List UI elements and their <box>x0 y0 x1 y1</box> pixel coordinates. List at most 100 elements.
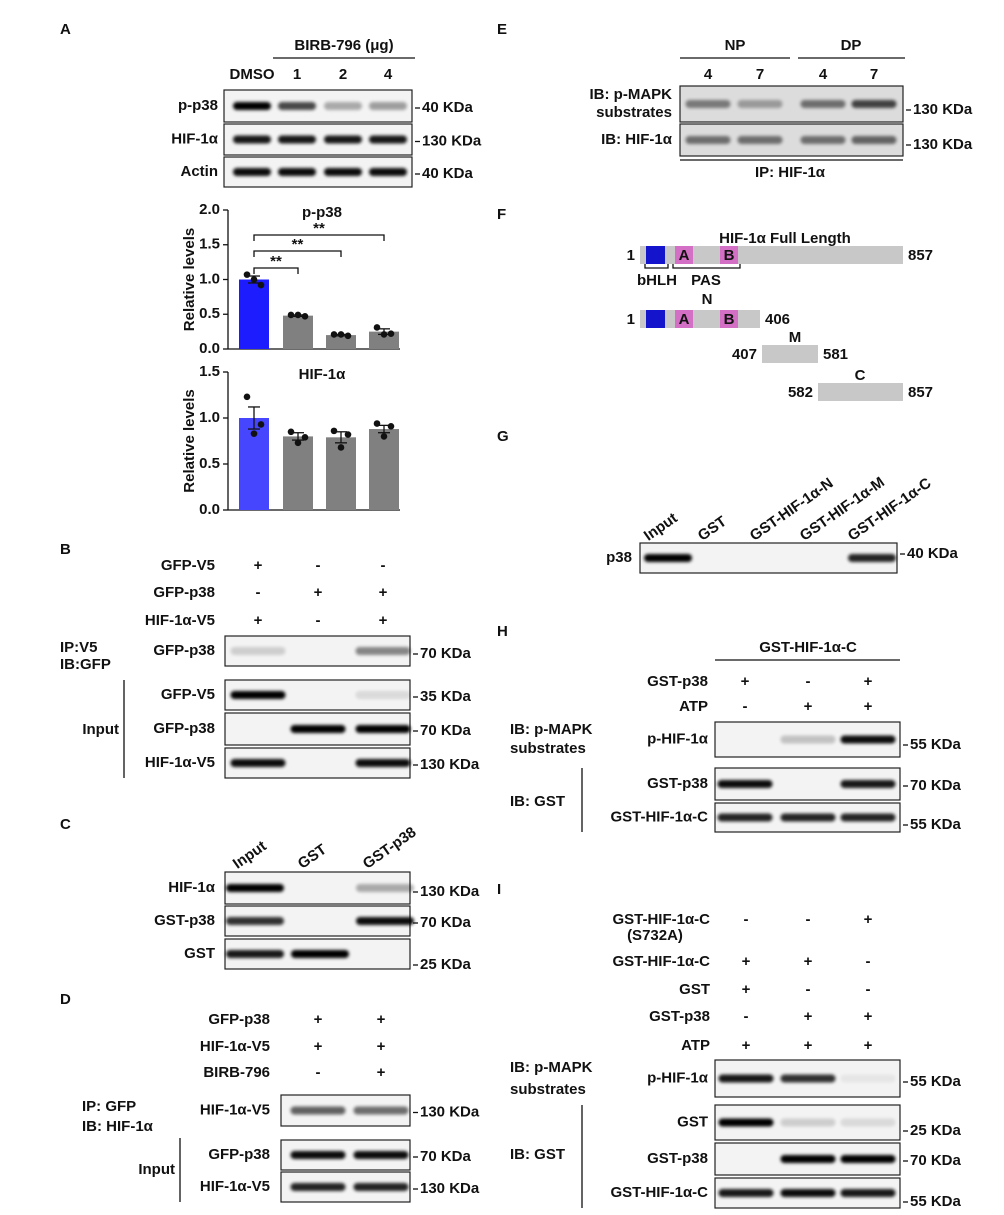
size-marker: 25 KDa <box>910 1122 962 1139</box>
group-label: DP <box>841 37 862 54</box>
blot-label: HIF-1α-V5 <box>145 754 215 771</box>
y-tick-label: 1.5 <box>199 363 220 380</box>
blot-label: HIF-1α <box>168 879 216 896</box>
data-point <box>257 281 265 289</box>
y-tick-label: 0.5 <box>199 455 220 472</box>
band <box>278 102 316 110</box>
residue: 1 <box>627 311 635 328</box>
band <box>717 813 773 822</box>
size-marker: 70 KDa <box>910 777 962 794</box>
domain-label: A <box>679 247 690 264</box>
band <box>226 884 284 892</box>
band <box>353 1106 409 1115</box>
condition-label: GFP-p38 <box>208 1011 270 1028</box>
domain-name: PAS <box>691 272 721 289</box>
band <box>780 1118 836 1127</box>
panel-letter: D <box>60 991 71 1008</box>
band <box>840 1155 896 1163</box>
condition-label: GST-HIF-1α-C <box>612 911 710 928</box>
treatment-label: BIRB-796 (μg) <box>294 37 393 54</box>
condition-mark: + <box>804 698 813 715</box>
residue: 857 <box>908 247 933 264</box>
data-point <box>257 421 265 428</box>
pas-domain <box>675 246 693 264</box>
size-marker: 55 KDa <box>910 736 962 753</box>
fragment-name: C <box>855 367 866 384</box>
condition-label: HIF-1α-V5 <box>200 1038 270 1055</box>
data-point <box>287 311 295 319</box>
size-marker: 70 KDa <box>910 1152 962 1169</box>
condition-mark: + <box>254 557 263 574</box>
condition-sub: (S732A) <box>627 927 683 944</box>
blot-label: GST-p38 <box>647 775 708 792</box>
lane-label: GST-p38 <box>360 824 420 873</box>
protein-title: HIF-1α Full Length <box>719 230 851 247</box>
band <box>737 100 783 108</box>
significance-label: ** <box>313 220 325 237</box>
lane-label: 4 <box>819 66 828 83</box>
blot-label: IB: HIF-1α <box>601 131 673 148</box>
band <box>840 780 896 788</box>
band <box>233 102 271 110</box>
band <box>226 950 284 958</box>
residue: 582 <box>788 384 813 401</box>
band <box>780 813 836 822</box>
bar <box>239 279 269 349</box>
size-marker: 55 KDa <box>910 1073 962 1090</box>
band <box>780 1189 836 1197</box>
condition-mark: - <box>806 911 811 928</box>
band <box>353 1151 409 1159</box>
size-marker: 35 KDa <box>420 688 472 705</box>
condition-label: ATP <box>679 698 708 715</box>
band <box>644 554 692 562</box>
band <box>840 735 896 744</box>
condition-mark: - <box>806 673 811 690</box>
condition-label: GST-p38 <box>647 673 708 690</box>
input-label: Input <box>82 721 119 738</box>
band <box>780 735 836 744</box>
band <box>369 102 407 110</box>
pas-domain <box>720 246 738 264</box>
domain-label: B <box>724 247 735 264</box>
residue: 1 <box>627 247 635 264</box>
size-marker: 130 KDa <box>913 136 973 153</box>
blot-label: GST-p38 <box>154 912 215 929</box>
blot-label: IB: p-MAPK <box>590 86 673 103</box>
blot-label: HIF-1α <box>171 130 219 147</box>
size-marker: 40 KDa <box>907 545 959 562</box>
residue: 581 <box>823 346 848 363</box>
panel-letter: B <box>60 541 71 558</box>
size-marker: 70 KDa <box>420 1148 472 1165</box>
condition-mark: + <box>804 1008 813 1025</box>
residue: 407 <box>732 346 757 363</box>
band <box>290 1183 346 1191</box>
blot-label: Actin <box>181 163 219 180</box>
size-marker: 70 KDa <box>420 722 472 739</box>
bar <box>369 429 399 510</box>
condition-mark: + <box>804 953 813 970</box>
size-marker: 130 KDa <box>422 132 482 149</box>
band <box>230 691 286 699</box>
condition-mark: + <box>804 1037 813 1054</box>
condition-mark: - <box>381 557 386 574</box>
blot-label: GST-HIF-1α-C <box>610 808 708 825</box>
lane-label: 4 <box>384 66 393 83</box>
ib-label: substrates <box>510 740 586 757</box>
condition-mark: + <box>864 911 873 928</box>
condition-mark: + <box>741 673 750 690</box>
band <box>356 917 414 925</box>
condition-mark: + <box>864 673 873 690</box>
band <box>840 1074 896 1083</box>
protein-fragment <box>762 345 818 363</box>
ib-label: IB:GFP <box>60 656 111 673</box>
condition-mark: + <box>314 1011 323 1028</box>
error-bar <box>248 406 260 430</box>
data-point <box>250 276 258 283</box>
data-point <box>294 439 302 447</box>
size-marker: 55 KDa <box>910 1193 962 1210</box>
size-marker: 70 KDa <box>420 645 472 662</box>
data-point <box>337 444 345 451</box>
condition-mark: + <box>864 698 873 715</box>
y-tick-label: 0.5 <box>199 305 220 322</box>
blot-label: GST <box>677 1113 708 1130</box>
